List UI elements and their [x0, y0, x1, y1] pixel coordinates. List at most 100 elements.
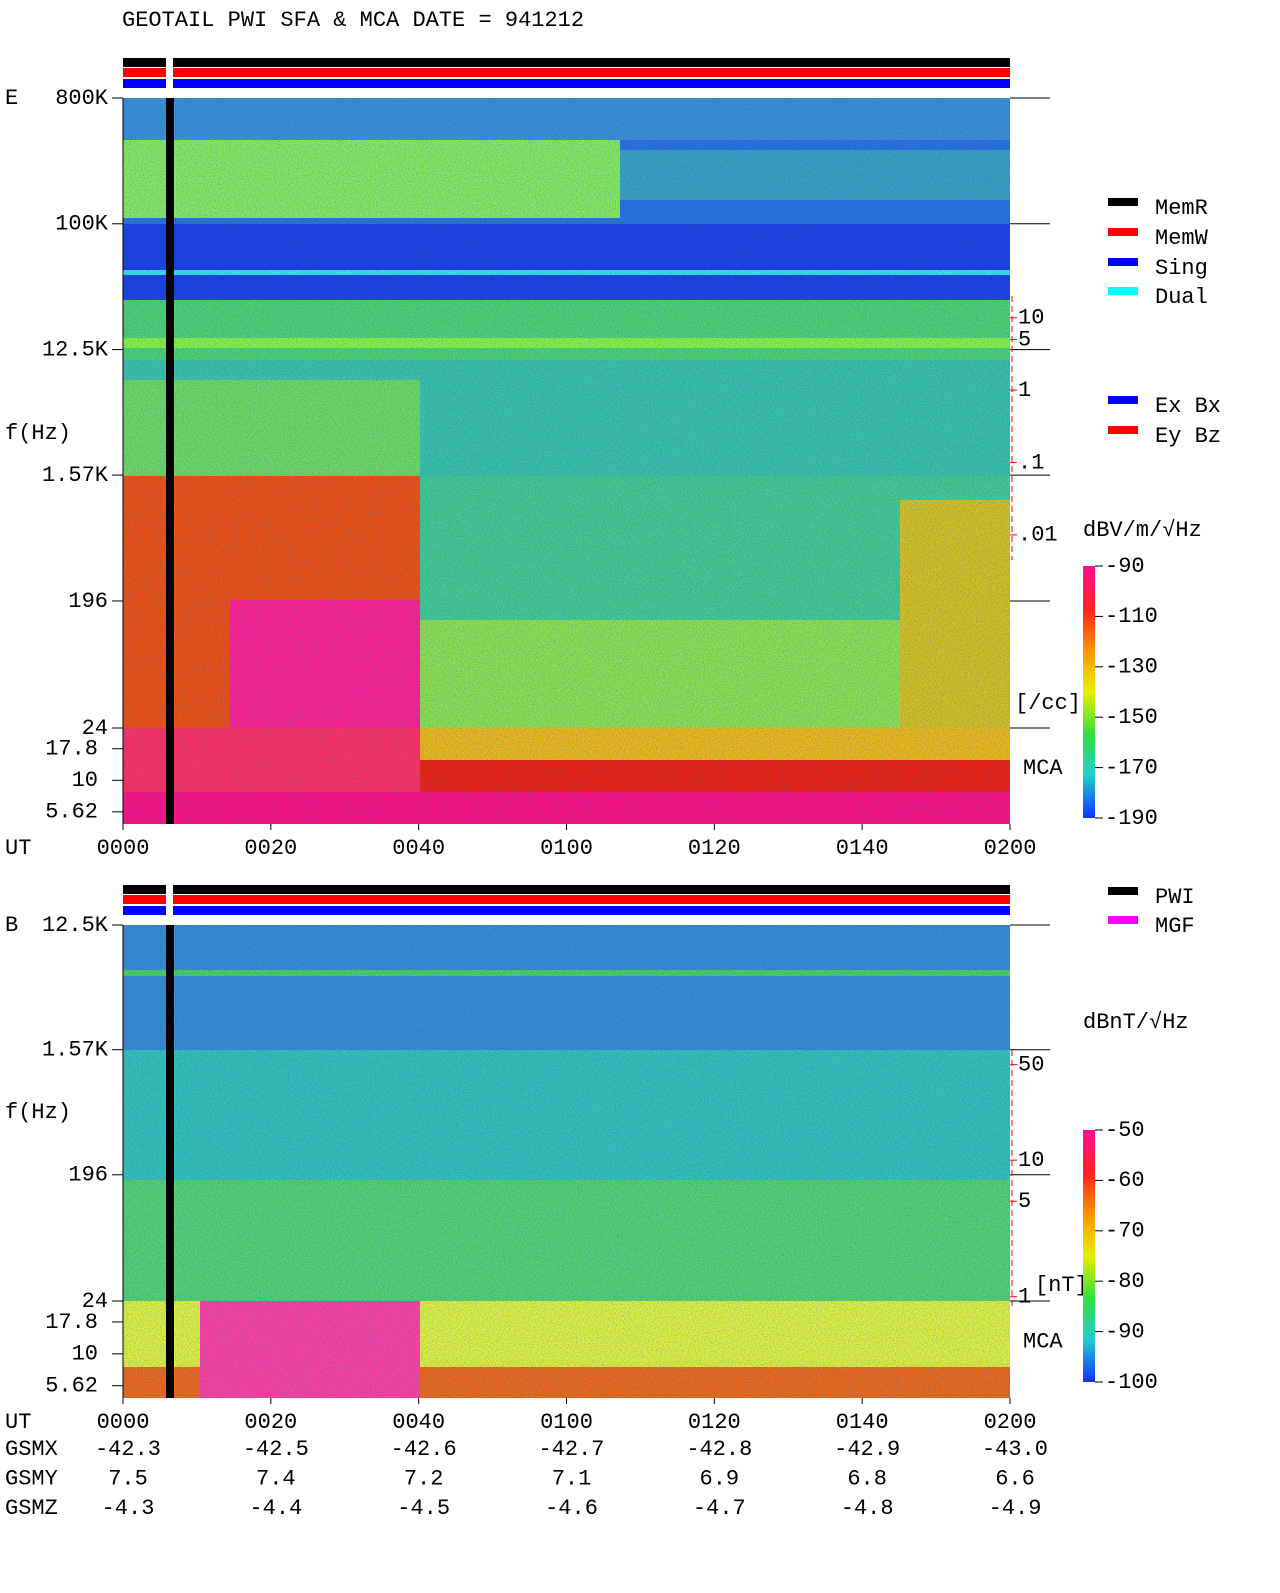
orbit-value: -4.4 — [249, 1496, 302, 1521]
legend-swatch — [1108, 287, 1138, 295]
orbit-value: -42.3 — [95, 1437, 161, 1462]
x-tick-label: 0200 — [984, 836, 1037, 861]
status-bar — [123, 885, 1010, 894]
density-tick-label: 5 — [1018, 327, 1031, 352]
legend-label: MemW — [1155, 226, 1209, 251]
legend-swatch — [1108, 258, 1138, 266]
colorbar — [1083, 566, 1095, 818]
density-tick-label: 1 — [1018, 378, 1031, 403]
y-tick-label: 12.5K — [42, 913, 109, 938]
x-tick-label: 0020 — [244, 1410, 297, 1435]
colorbar-tick-label: -150 — [1105, 705, 1158, 730]
spectrogram-region — [166, 98, 174, 824]
colorbar-tick-label: -170 — [1105, 755, 1158, 780]
legend-swatch — [1108, 228, 1138, 236]
colorbar-tick-label: -50 — [1105, 1118, 1145, 1143]
spectrogram-noise — [175, 925, 1010, 1398]
orbit-value: 7.1 — [552, 1466, 592, 1491]
y-tick-label: 196 — [68, 1163, 108, 1188]
orbit-value: 7.4 — [256, 1466, 296, 1491]
y-tick-label: 100K — [55, 212, 109, 237]
spectrogram-noise — [123, 98, 166, 824]
orbit-value: -4.8 — [841, 1496, 894, 1521]
x-tick-label: 0200 — [984, 1410, 1037, 1435]
orbit-value: -4.5 — [397, 1496, 450, 1521]
orbit-row-label: GSMZ — [5, 1496, 58, 1521]
spectrogram-noise — [123, 925, 166, 1398]
panel-label: E — [5, 86, 18, 111]
orbit-row-label: GSMX — [5, 1437, 58, 1462]
x-tick-label: 0000 — [97, 836, 150, 861]
density-tick-label: .1 — [1018, 450, 1044, 475]
orbit-value: -42.9 — [834, 1437, 900, 1462]
orbit-value: 7.5 — [108, 1466, 148, 1491]
colorbar-tick-label: -130 — [1105, 655, 1158, 680]
status-gap — [166, 58, 173, 88]
legend-swatch — [1108, 396, 1138, 404]
colorbar-tick-label: -100 — [1105, 1370, 1158, 1395]
mca-tick-label: 17.8 — [45, 1310, 98, 1335]
x-tick-label: 0120 — [688, 836, 741, 861]
orbit-value: -4.7 — [693, 1496, 746, 1521]
legend-label: Ey Bz — [1155, 424, 1221, 449]
orbit-value: -43.0 — [982, 1437, 1048, 1462]
y-axis-label: f(Hz) — [5, 1100, 71, 1125]
mca-tick-label: 5.62 — [45, 800, 98, 825]
panel-label: B — [5, 913, 18, 938]
colorbar-label: dBV/m/√Hz — [1083, 518, 1202, 543]
mca-tick-label: 10 — [72, 1342, 98, 1367]
colorbar-tick-label: -190 — [1105, 806, 1158, 831]
orbit-value: -42.6 — [391, 1437, 457, 1462]
y-tick-label: 1.57K — [42, 463, 109, 488]
colorbar-tick-label: -90 — [1105, 554, 1145, 579]
orbit-value: -4.6 — [545, 1496, 598, 1521]
density-tick-label: 5 — [1018, 1189, 1031, 1214]
status-bar — [123, 79, 1010, 88]
colorbar-tick-label: -110 — [1105, 604, 1158, 629]
colorbar-tick-label: -90 — [1105, 1319, 1145, 1344]
density-tick-label: 1 — [1018, 1285, 1031, 1310]
x-tick-label: 0020 — [244, 836, 297, 861]
status-bar — [123, 58, 1010, 67]
colorbar-tick-label: -60 — [1105, 1168, 1145, 1193]
x-tick-label: 0100 — [540, 1410, 593, 1435]
y-tick-label: 12.5K — [42, 337, 109, 362]
status-bar — [123, 68, 1010, 77]
orbit-value: 6.6 — [995, 1466, 1035, 1491]
legend-label: Sing — [1155, 256, 1208, 281]
orbit-value: 7.2 — [404, 1466, 444, 1491]
density-unit: [nT] — [1035, 1273, 1088, 1298]
y-tick-label: 24 — [82, 716, 108, 741]
spectrogram-noise — [175, 98, 1010, 824]
legend-swatch — [1108, 198, 1138, 206]
colorbar-tick-label: -80 — [1105, 1269, 1145, 1294]
y-tick-label: 1.57K — [42, 1038, 109, 1063]
legend-label: MemR — [1155, 196, 1208, 221]
colorbar-tick-label: -70 — [1105, 1219, 1145, 1244]
x-tick-label: 0040 — [392, 1410, 445, 1435]
legend-swatch — [1108, 426, 1138, 434]
density-tick-label: 10 — [1018, 1148, 1044, 1173]
orbit-value: -42.8 — [686, 1437, 752, 1462]
legend-label: Ex Bx — [1155, 394, 1221, 419]
status-bar — [123, 895, 1010, 904]
status-gap — [166, 885, 173, 915]
orbit-value: -4.9 — [989, 1496, 1042, 1521]
colorbar — [1083, 1130, 1095, 1382]
y-tick-label: 24 — [82, 1289, 108, 1314]
orbit-value: -42.5 — [243, 1437, 309, 1462]
y-tick-label: 196 — [68, 589, 108, 614]
x-tick-label: 0100 — [540, 836, 593, 861]
x-axis-label: UT — [5, 1410, 31, 1435]
legend-label: PWI — [1155, 885, 1195, 910]
density-tick-label: 10 — [1018, 306, 1044, 331]
mca-label: MCA — [1023, 1329, 1063, 1354]
y-axis-label: f(Hz) — [5, 421, 71, 446]
x-tick-label: 0140 — [836, 836, 889, 861]
legend-label: MGF — [1155, 914, 1195, 939]
mca-tick-label: 5.62 — [45, 1374, 98, 1399]
mca-label: MCA — [1023, 756, 1063, 781]
legend-label: Dual — [1155, 285, 1208, 310]
x-tick-label: 0040 — [392, 836, 445, 861]
